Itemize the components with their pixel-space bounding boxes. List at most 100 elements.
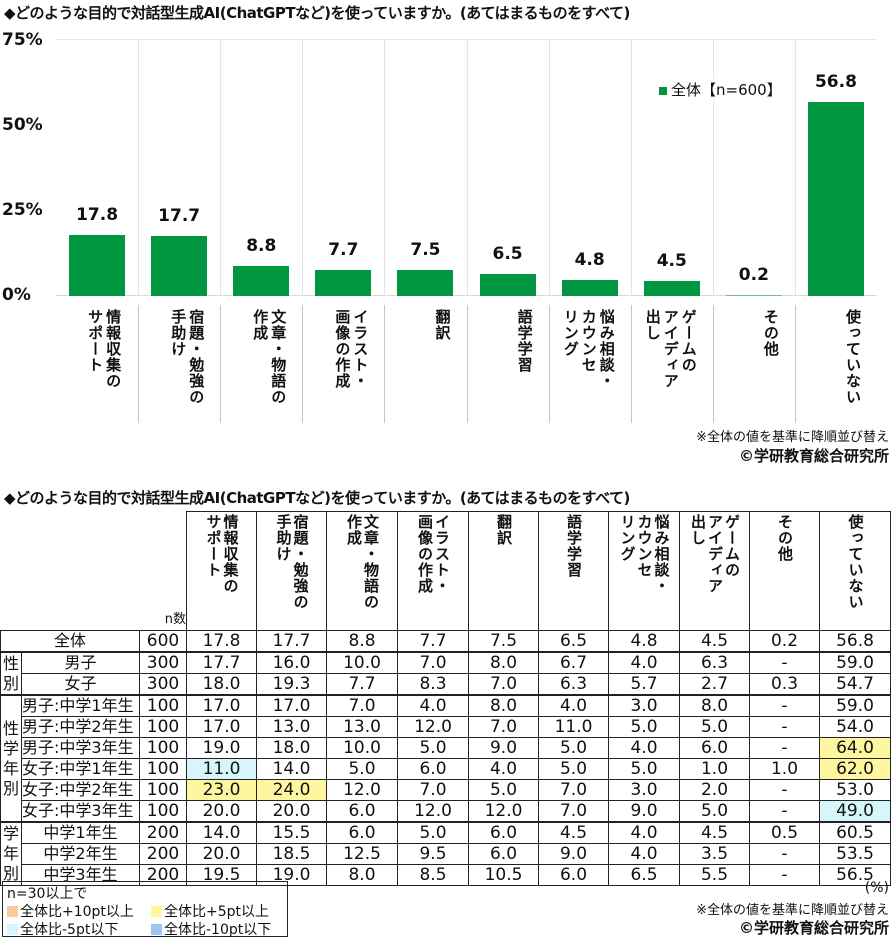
value-cell: 12.0: [397, 800, 469, 823]
legend-item-minus5: 全体比-5pt以下: [7, 919, 118, 939]
x-category: 情報収集の サポート: [56, 305, 138, 423]
bar: [643, 280, 700, 296]
column-header: その他: [749, 511, 820, 631]
value-cell: 59.0: [819, 694, 891, 717]
unit-label: (%): [864, 880, 889, 896]
value-cell: 17.0: [186, 694, 257, 717]
row-label: 男子: [21, 651, 140, 674]
x-category-label: その他: [761, 309, 780, 357]
value-cell: 9.0: [608, 800, 680, 823]
value-cell: 4.0: [538, 694, 609, 717]
table-body: 全体 600 17.8 17.7 8.8 7.7 7.5 6.5 4.8 4.5 0.2 56.8 性 …: [0, 630, 891, 886]
value-cell: 11.0: [538, 716, 609, 738]
row-n: 100: [139, 779, 187, 801]
x-category-label: 情報収集の サポート: [86, 309, 123, 389]
row-n: 600: [139, 630, 187, 653]
row-label: 全体: [0, 630, 140, 653]
row-label: 男子:中学1年生: [21, 694, 140, 717]
table-title: ◆どのような目的で対話型生成AI(ChatGPTなど)を使っていますか。(あては…: [4, 489, 630, 507]
row-label: 中学2年生: [21, 843, 140, 865]
table-header-row: n数 情報収集の サポート 宿題・勉強の 手助け 文章・物語の 作成 イラスト・ 画像…: [1, 511, 891, 631]
row-n: 300: [139, 673, 187, 696]
value-cell: -: [749, 864, 820, 886]
grid-line: [384, 40, 386, 296]
value-cell: 7.0: [468, 673, 539, 696]
value-cell: 7.0: [326, 694, 398, 717]
x-category: 悩み相談・ カウンセ リング: [548, 305, 632, 423]
value-cell: 54.7: [819, 673, 891, 696]
table-row: 女子:中学1年生 100 11.0 14.0 5.0 6.0 4.0 5.0 5.0 1.0 1.0…: [1, 758, 891, 780]
row-n: 300: [139, 651, 187, 674]
value-cell: 6.0: [397, 758, 469, 780]
value-cell: 4.0: [608, 737, 680, 759]
value-cell: 7.5: [468, 630, 539, 653]
value-cell: -: [749, 694, 820, 717]
legend-label: 全体【n=600】: [671, 81, 782, 99]
value-cell: 5.5: [679, 864, 750, 886]
x-category: 語学学習: [466, 305, 550, 423]
column-header-label: 語学学習: [565, 514, 583, 578]
value-cell: 1.0: [679, 758, 750, 780]
legend-item-plus5: 全体比+5pt以上: [151, 901, 269, 921]
value-cell: 5.7: [608, 673, 680, 696]
value-cell: 6.3: [538, 673, 609, 696]
column-header: 宿題・勉強の 手助け: [256, 511, 327, 631]
row-label: 男子:中学3年生: [21, 737, 140, 759]
grid-line: [220, 40, 222, 296]
x-category-label: 使っていない: [843, 309, 862, 405]
row-label: 中学1年生: [21, 821, 140, 844]
value-cell: 4.5: [679, 630, 750, 653]
value-cell: 54.0: [819, 716, 891, 738]
grid-line: [630, 40, 632, 296]
value-cell: 18.0: [186, 673, 257, 696]
copyright: ©学研教育総合研究所: [738, 447, 889, 465]
table-row: 男子:中学3年生 100 19.0 18.0 10.0 5.0 9.0 5.0 4.0 6.0-6…: [1, 737, 891, 759]
value-cell: 7.0: [538, 779, 609, 801]
value-cell: 0.5: [749, 821, 820, 844]
value-cell: 4.0: [608, 821, 680, 844]
x-category: 翻訳: [384, 305, 467, 423]
value-cell: 2.7: [679, 673, 750, 696]
group-label-grade: 学 年 別: [0, 821, 22, 886]
row-label: 男子:中学2年生: [21, 716, 140, 738]
value-cell: 20.0: [186, 843, 257, 865]
column-header: 文章・物語の 作成: [326, 511, 398, 631]
column-header-label: 文章・物語の 作成: [345, 514, 380, 610]
value-cell: 60.5: [819, 821, 891, 844]
legend-item-label: 全体比+5pt以上: [164, 904, 270, 920]
grid-line: [712, 40, 714, 296]
value-cell: 53.0: [819, 779, 891, 801]
row-label: 女子:中学3年生: [21, 800, 140, 823]
table-row: 性 学 年 別男子:中学1年生 100 17.0 17.0 7.0 4.0 8.0 4.0 3.…: [0, 694, 891, 823]
value-cell: 13.0: [326, 716, 398, 738]
legend-swatch: [659, 86, 667, 95]
legend-item-plus10: 全体比+10pt以上: [7, 901, 134, 921]
value-cell: 7.0: [397, 779, 469, 801]
table-sort-note: ※全体の値を基準に降順並び替え: [696, 903, 889, 918]
table-row: 学 年 別中学1年生 200 14.0 15.5 6.0 5.0 6.0 4.5 4.0 4.5 0…: [0, 821, 891, 886]
y-tick-25: 25%: [2, 200, 43, 220]
row-n: 100: [139, 716, 187, 738]
value-cell: 5.0: [397, 737, 469, 759]
x-category: 使っていない: [794, 305, 878, 423]
x-category: 宿題・勉強の 手助け: [138, 305, 221, 423]
value-cell: 19.0: [256, 864, 327, 886]
grid-line: [138, 40, 140, 296]
column-header: 使っていない: [819, 511, 891, 631]
x-category: その他: [712, 305, 796, 423]
value-cell: 17.8: [186, 630, 257, 653]
x-category-label: 文章・物語の 作成: [251, 309, 288, 405]
x-category-label: ゲームの アイディア 出し: [643, 309, 698, 389]
value-cell: 56.5: [819, 864, 891, 886]
value-cell: 0.2: [749, 630, 820, 653]
value-cell: 13.0: [256, 716, 327, 738]
value-cell: 18.5: [256, 843, 327, 865]
value-cell: 64.0: [819, 737, 891, 759]
value-cell: 6.0: [679, 737, 750, 759]
value-cell: -: [749, 800, 820, 823]
group-label-sex: 性 別: [0, 651, 22, 696]
cyan-swatch-icon: [7, 924, 18, 935]
value-cell: 8.3: [397, 673, 469, 696]
column-header: ゲームの アイディア 出し: [679, 511, 750, 631]
value-cell: 7.0: [538, 800, 609, 823]
